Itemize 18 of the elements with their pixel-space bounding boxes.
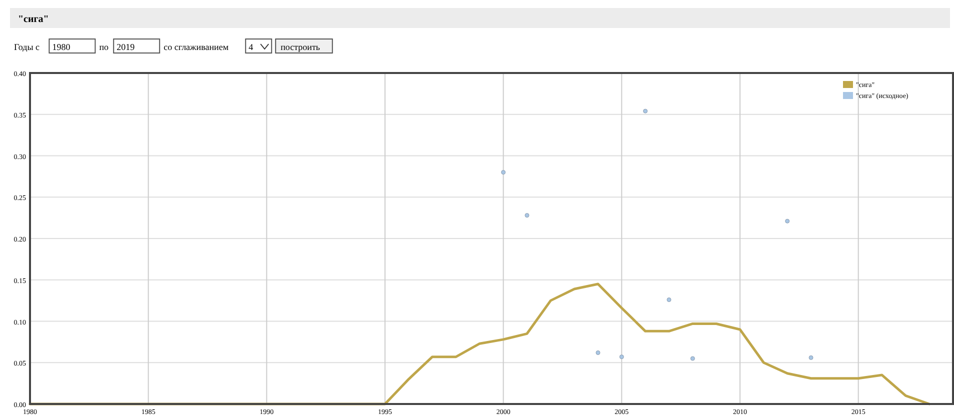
line-series <box>28 282 931 406</box>
point <box>619 354 624 360</box>
point <box>524 213 530 218</box>
dropdown: 4 <box>245 38 272 54</box>
point <box>808 355 814 360</box>
point <box>666 297 672 302</box>
point <box>690 356 695 361</box>
text: по <box>99 42 110 52</box>
text-field: 2019 <box>113 38 160 54</box>
button: построить <box>275 38 333 54</box>
point <box>501 170 506 175</box>
point <box>596 350 600 355</box>
chart-title: "сига" <box>18 14 49 25</box>
point <box>785 218 790 224</box>
text: Годы с <box>14 42 40 52</box>
point <box>643 108 648 114</box>
text-field: 1980 <box>48 38 96 54</box>
text: со сглаживанием <box>164 42 229 52</box>
